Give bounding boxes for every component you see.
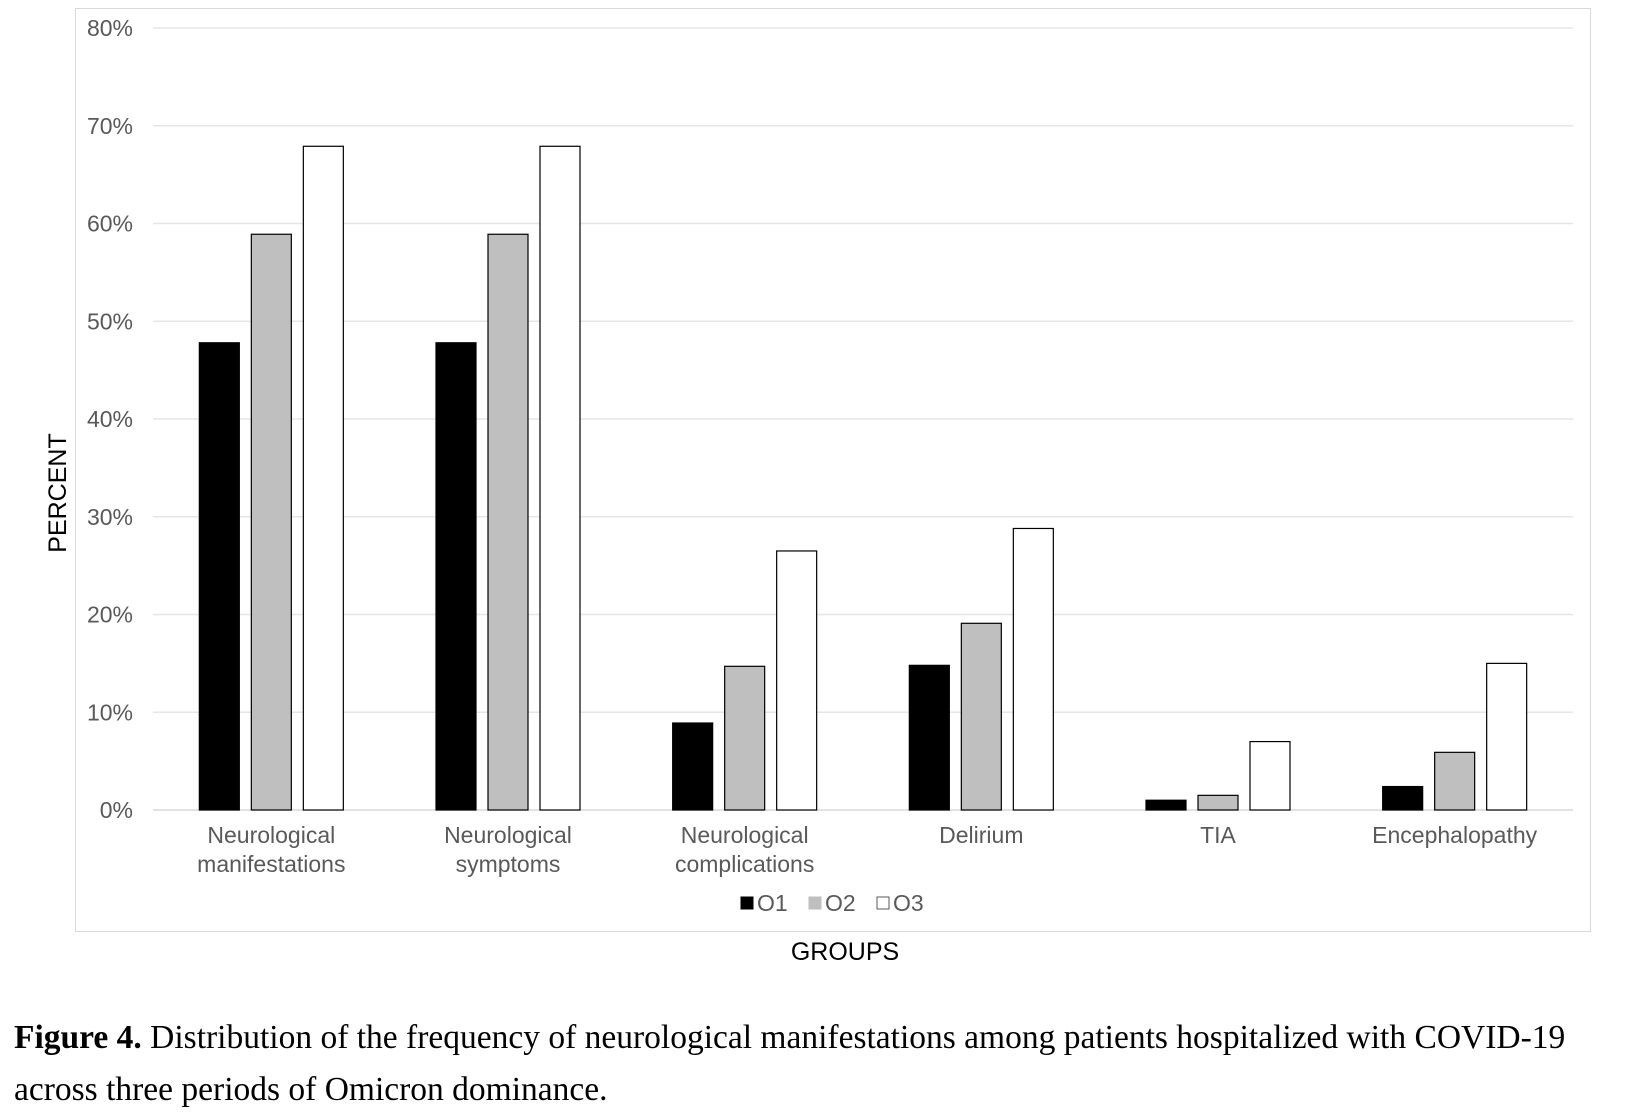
bar-o2 [1434,751,1476,811]
bar-o2 [960,622,1002,811]
y-tick-label: 20% [87,602,133,628]
y-tick-label: 40% [87,406,133,432]
y-tick-label: 60% [87,211,133,237]
y-tick-label: 70% [87,113,133,139]
bar-o1 [435,342,477,811]
legend-label: O1 [757,890,788,916]
x-category-label: manifestations [197,851,345,877]
y-axis-title: PERCENT [44,433,72,552]
bar-o3 [1486,662,1528,811]
x-category-label: Encephalopathy [1372,822,1537,848]
y-tick-label: 30% [87,504,133,530]
y-tick-label: 10% [87,699,133,725]
bar-o2 [250,233,292,811]
bar-o3 [776,550,818,811]
x-axis-title: GROUPS [791,938,899,966]
legend-swatch-o3 [876,896,890,910]
x-category-label: Neurological [681,822,809,848]
x-category-label: Delirium [939,822,1023,848]
bar-o1 [1382,785,1424,811]
x-axis-categories: Neurological manifestations Neurological sy… [197,822,1537,877]
bar-o2 [487,233,529,811]
bar-o3 [1012,527,1054,811]
legend: O1 O2 O3 [740,890,924,916]
x-category-label: Neurological [444,822,572,848]
figure-caption: Figure 4. Distribution of the frequency … [14,1012,1629,1116]
y-tick-label: 0% [100,797,133,823]
legend-swatch-o2 [808,896,822,910]
bar-o3 [302,145,344,811]
x-category-label: symptoms [456,851,561,877]
bar-o1 [908,664,950,811]
x-category-label: complications [675,851,814,877]
gridlines [153,27,1573,811]
y-tick-label: 80% [87,15,133,41]
bar-o1 [672,722,714,811]
bar-o3 [539,145,581,811]
bar-chart: 0% 10% 20% 30% 40% 50% 60% 70% 80% Neurological m… [44,15,1573,966]
legend-label: O2 [825,890,856,916]
y-tick-label: 50% [87,308,133,334]
bar-o1 [198,342,240,811]
bar-o3 [1249,740,1291,811]
bars [198,145,1528,811]
figure-caption-text: Distribution of the frequency of neurolo… [14,1019,1566,1108]
x-category-label: Neurological [207,822,335,848]
bar-o2 [724,665,766,811]
legend-swatch-o1 [740,896,754,910]
bar-o1 [1145,799,1187,811]
figure-caption-label: Figure 4. [14,1019,142,1056]
legend-label: O3 [893,890,924,916]
y-axis-ticks: 0% 10% 20% 30% 40% 50% 60% 70% 80% [87,15,133,823]
x-category-label: TIA [1200,822,1236,848]
bar-o2 [1197,794,1239,811]
